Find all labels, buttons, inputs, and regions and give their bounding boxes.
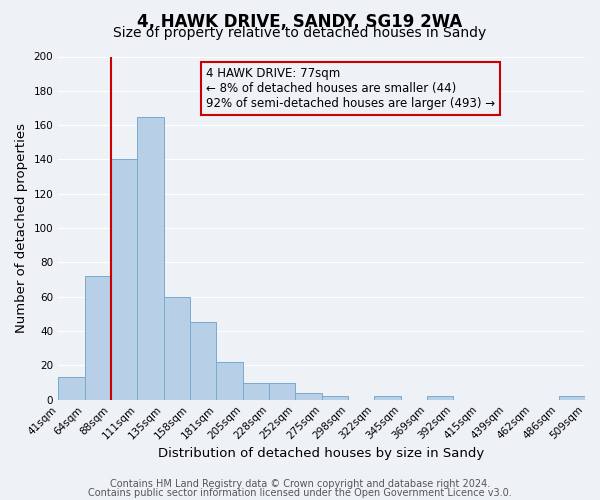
Bar	[295, 393, 322, 400]
Bar	[427, 396, 453, 400]
Bar	[374, 396, 401, 400]
Bar	[58, 378, 85, 400]
Bar	[190, 322, 216, 400]
Bar	[242, 382, 269, 400]
Bar	[111, 160, 137, 400]
Text: 4, HAWK DRIVE, SANDY, SG19 2WA: 4, HAWK DRIVE, SANDY, SG19 2WA	[137, 12, 463, 30]
Bar	[137, 116, 164, 400]
Text: Contains public sector information licensed under the Open Government Licence v3: Contains public sector information licen…	[88, 488, 512, 498]
Bar	[559, 396, 585, 400]
Bar	[164, 297, 190, 400]
Text: 4 HAWK DRIVE: 77sqm
← 8% of detached houses are smaller (44)
92% of semi-detache: 4 HAWK DRIVE: 77sqm ← 8% of detached hou…	[206, 67, 495, 110]
Bar	[269, 382, 295, 400]
Text: Size of property relative to detached houses in Sandy: Size of property relative to detached ho…	[113, 26, 487, 40]
Y-axis label: Number of detached properties: Number of detached properties	[15, 123, 28, 333]
Bar	[85, 276, 111, 400]
Text: Contains HM Land Registry data © Crown copyright and database right 2024.: Contains HM Land Registry data © Crown c…	[110, 479, 490, 489]
Bar	[216, 362, 242, 400]
Bar	[322, 396, 348, 400]
X-axis label: Distribution of detached houses by size in Sandy: Distribution of detached houses by size …	[158, 447, 485, 460]
